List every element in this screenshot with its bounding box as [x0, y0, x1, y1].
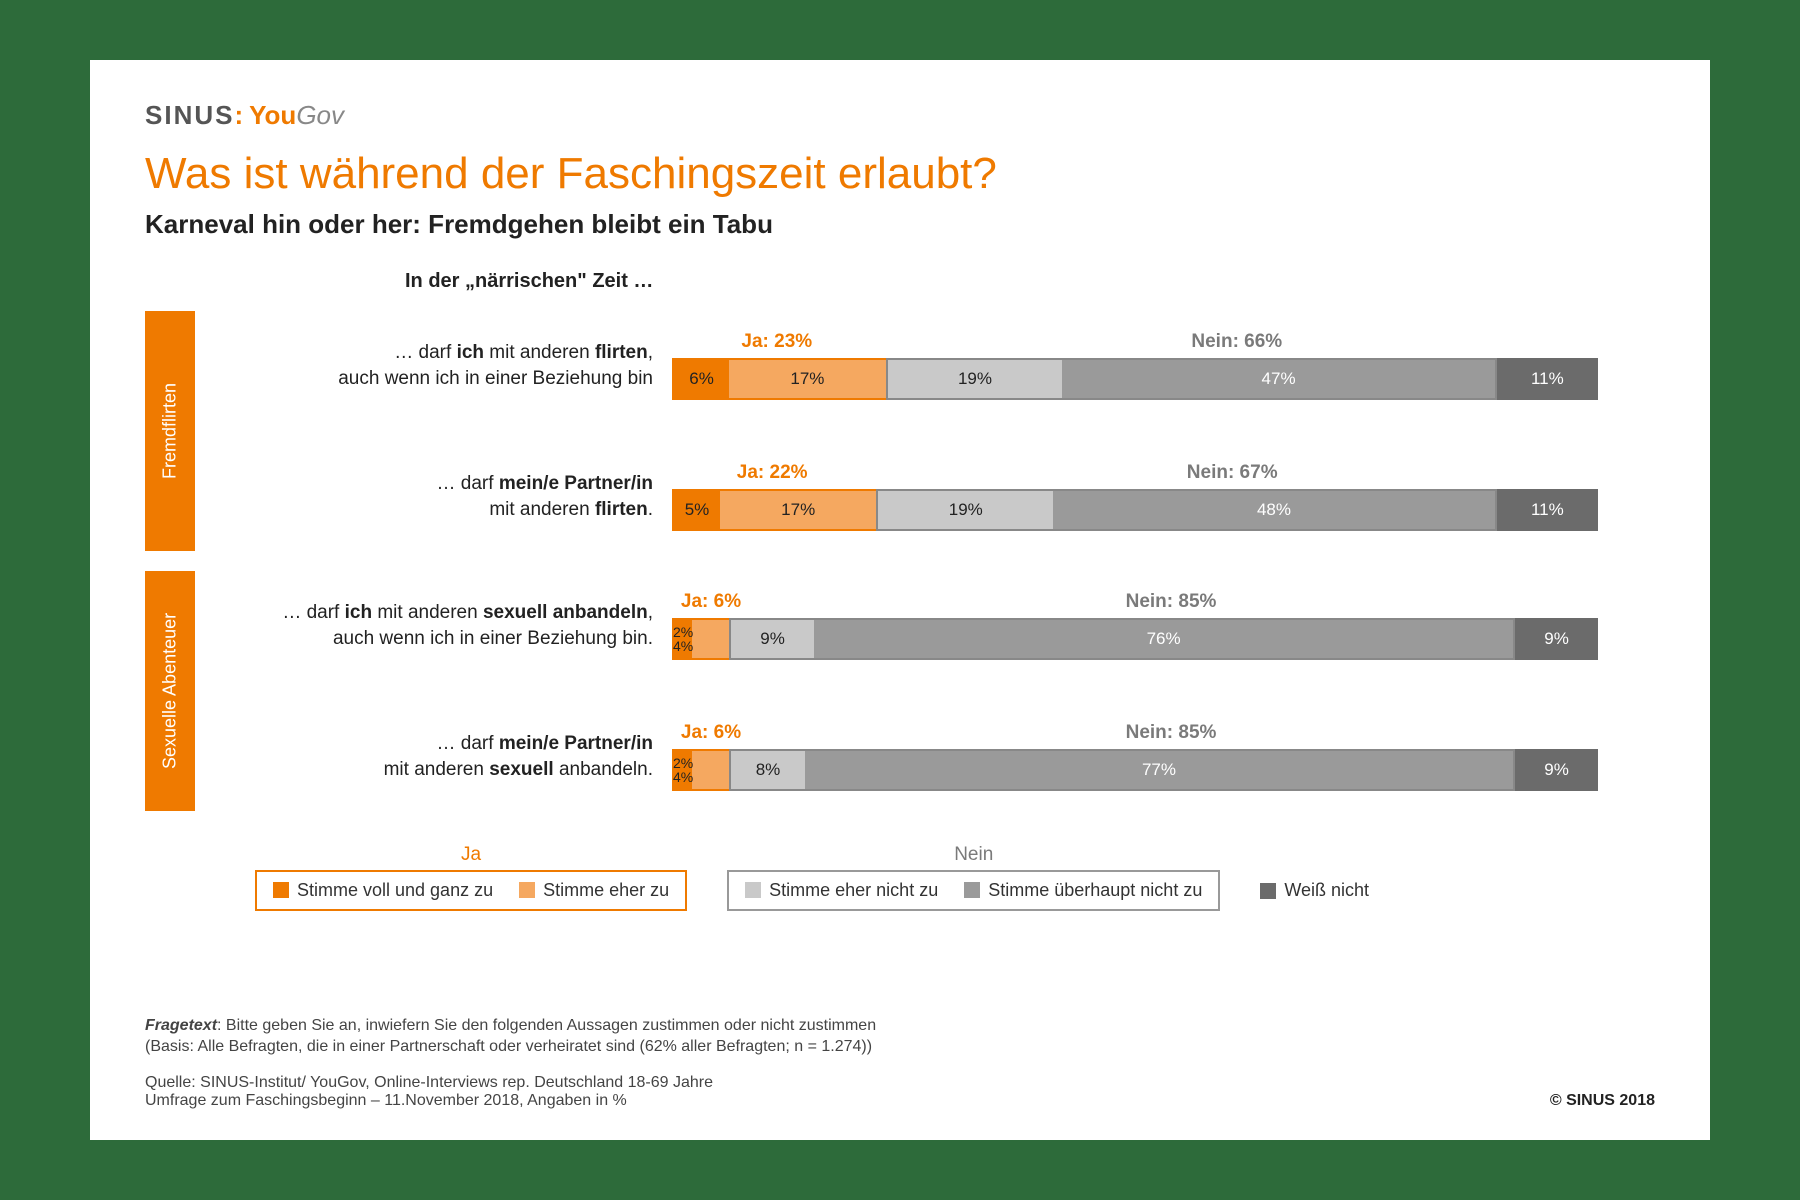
legend-nein-group: Stimme eher nicht zu Stimme überhaupt nic… — [727, 870, 1220, 911]
stacked-bar: 5%17%19%48%11% — [671, 488, 1591, 532]
question-label: … darf ich mit anderen flirten,auch wenn… — [213, 340, 653, 391]
nein-group: 19%48% — [876, 489, 1496, 531]
logo-sinus: SINUS: — [145, 100, 245, 131]
summary-ja: Ja: 6% — [671, 722, 751, 744]
ja-group: 5%17% — [672, 489, 878, 531]
rows-column: … darf ich mit anderen flirten,auch wenn… — [195, 311, 1655, 811]
tiny-labels: 2%4% — [673, 617, 693, 661]
bar-segment: 9% — [1515, 618, 1598, 660]
wn-group: 11% — [1497, 489, 1598, 531]
chart-row: … darf ich mit anderen sexuell anbandeln… — [213, 591, 1655, 661]
nein-group: 19%47% — [886, 358, 1497, 400]
bar-wrap: Ja: 22%Nein: 67% 5%17%19%48%11% — [671, 462, 1655, 532]
wn-group: 9% — [1515, 618, 1598, 660]
bar-segment: 9% — [731, 620, 814, 658]
summary-nein: Nein: 66% — [883, 331, 1591, 353]
legend-item: Stimme eher nicht zu — [745, 880, 938, 901]
chart-card: SINUS: YouGov Was ist während der Faschi… — [90, 60, 1710, 1140]
tiny-labels: 2%4% — [673, 748, 693, 792]
chart-subtitle: Karneval hin oder her: Fremdgehen bleibt… — [145, 209, 1655, 240]
copyright: © SINUS 2018 — [1550, 1092, 1655, 1110]
footer: Fragetext: Bitte geben Sie an, inwiefern… — [145, 1017, 1655, 1110]
stacked-bar: 6%17%19%47%11% — [671, 357, 1591, 401]
chart-row: … darf ich mit anderen flirten,auch wenn… — [213, 331, 1655, 401]
question-label: … darf mein/e Partner/inmit anderen sexu… — [213, 731, 653, 782]
vertical-tab: Sexuelle Abenteuer — [145, 571, 195, 811]
bar-segment: 6% — [674, 360, 729, 398]
wn-group: 9% — [1515, 749, 1598, 791]
quelle-text: Quelle: SINUS-Institut/ YouGov, Online-I… — [145, 1074, 1655, 1092]
summary-nein: Nein: 85% — [751, 591, 1591, 613]
legend-item: Stimme überhaupt nicht zu — [964, 880, 1202, 901]
legend-ja-title: Ja — [461, 844, 481, 866]
fragetext: : Bitte geben Sie an, inwiefern Sie den … — [217, 1017, 876, 1034]
chart-row: … darf mein/e Partner/inmit anderen sexu… — [213, 722, 1655, 792]
legend-item: Stimme eher zu — [519, 880, 669, 901]
question-label: … darf mein/e Partner/inmit anderen flir… — [213, 471, 653, 522]
question-label: … darf ich mit anderen sexuell anbandeln… — [213, 600, 653, 651]
vertical-tab: Fremdflirten — [145, 311, 195, 551]
legend-row: Ja Stimme voll und ganz zu Stimme eher zu N… — [255, 843, 1655, 911]
bar-wrap: Ja: 23%Nein: 66% 6%17%19%47%11% — [671, 331, 1655, 401]
legend-area: Ja Stimme voll und ganz zu Stimme eher zu N… — [145, 843, 1655, 911]
legend-item: Stimme voll und ganz zu — [273, 880, 493, 901]
logo-row: SINUS: YouGov — [145, 100, 1655, 131]
swatch-icon — [1260, 883, 1276, 899]
swatch-icon — [745, 882, 761, 898]
chart-row: … darf mein/e Partner/inmit anderen flir… — [213, 462, 1655, 532]
swatch-icon — [273, 882, 289, 898]
bar-segment: 76% — [814, 620, 1513, 658]
summary-nein: Nein: 67% — [873, 462, 1591, 484]
bar-segment: 8% — [731, 751, 805, 789]
bar-segment: 19% — [888, 360, 1063, 398]
bar-segment — [692, 620, 729, 658]
section-label: In der „närrischen" Zeit … — [405, 270, 1655, 293]
summary-nein: Nein: 85% — [751, 722, 1591, 744]
nein-group: 9%76% — [729, 618, 1515, 660]
stacked-bar: 8%77%9% — [671, 748, 1591, 792]
side-tabs: Fremdflirten Sexuelle Abenteuer — [145, 311, 195, 811]
stacked-bar: 9%76%9% — [671, 617, 1591, 661]
legend-item: Weiß nicht — [1260, 870, 1369, 911]
bar-segment — [692, 751, 729, 789]
ja-group: 6%17% — [672, 358, 888, 400]
swatch-icon — [519, 882, 535, 898]
chart-area: Fremdflirten Sexuelle Abenteuer … darf ic… — [145, 311, 1655, 811]
bar-segment: 11% — [1497, 489, 1598, 531]
bar-segment: 5% — [674, 491, 720, 529]
basis-text: (Basis: Alle Befragten, die in einer Par… — [145, 1038, 1655, 1056]
bar-segment: 9% — [1515, 749, 1598, 791]
legend-nein-title: Nein — [954, 844, 993, 866]
nein-group: 8%77% — [729, 749, 1515, 791]
logo-yougov: YouGov — [249, 100, 344, 131]
summary-ja: Ja: 6% — [671, 591, 751, 613]
summary-ja: Ja: 23% — [671, 331, 883, 353]
bar-segment: 47% — [1062, 360, 1494, 398]
bar-segment: 11% — [1497, 358, 1598, 400]
bar-segment: 17% — [729, 360, 885, 398]
bar-segment: 17% — [720, 491, 876, 529]
swatch-icon — [964, 882, 980, 898]
umfrage-text: Umfrage zum Faschingsbeginn – 11.Novembe… — [145, 1092, 1655, 1110]
bar-wrap: Ja: 6%Nein: 85%2%4%8%77%9% — [671, 722, 1655, 792]
wn-group: 11% — [1497, 358, 1598, 400]
chart-title: Was ist während der Faschingszeit erlaub… — [145, 149, 1655, 199]
bar-segment: 48% — [1053, 491, 1495, 529]
bar-wrap: Ja: 6%Nein: 85%2%4%9%76%9% — [671, 591, 1655, 661]
summary-ja: Ja: 22% — [671, 462, 873, 484]
bar-segment: 19% — [878, 491, 1053, 529]
bar-segment: 77% — [805, 751, 1513, 789]
legend-ja-group: Stimme voll und ganz zu Stimme eher zu — [255, 870, 687, 911]
